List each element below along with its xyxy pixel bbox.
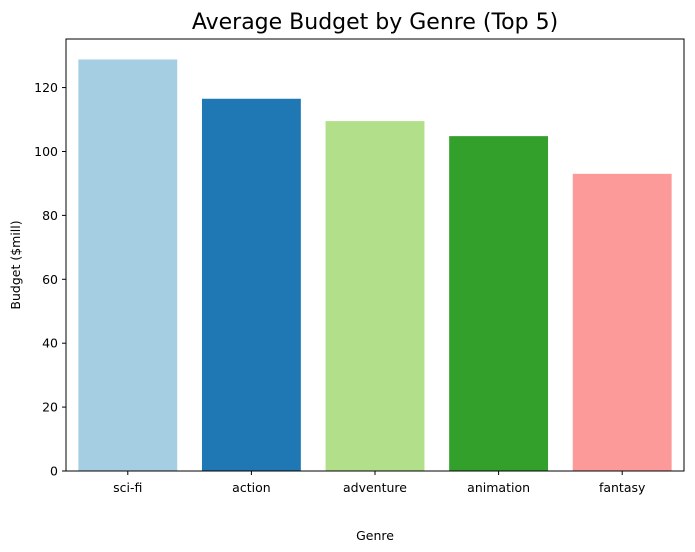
x-tick-label: sci-fi [113,480,142,495]
bars-group [78,59,672,472]
x-tick-label: animation [467,480,530,495]
bar-fantasy [572,173,672,471]
y-tick-label: 40 [42,336,58,351]
y-tick-label: 120 [34,80,58,95]
y-axis: 0 20 40 60 80 100 120 [34,80,66,479]
plot-frame [65,38,685,472]
x-axis-label: Genre [356,528,394,543]
bar-sci-fi [78,59,178,471]
x-tick-label: action [232,480,270,495]
y-axis-label: Budget ($mill) [8,220,23,309]
bar-animation [449,136,549,471]
x-tick-label: fantasy [599,480,646,495]
chart-title: Average Budget by Genre (Top 5) [192,10,558,35]
x-tick-label: adventure [343,480,407,495]
y-tick-label: 0 [50,464,58,479]
bar-adventure [325,121,425,471]
x-axis: sci-fi action adventure animation fantasy [113,471,646,495]
y-tick-label: 80 [42,208,58,223]
y-tick-label: 60 [42,272,58,287]
bar-action [201,98,301,472]
y-tick-label: 100 [34,144,58,159]
y-tick-label: 20 [42,400,58,415]
